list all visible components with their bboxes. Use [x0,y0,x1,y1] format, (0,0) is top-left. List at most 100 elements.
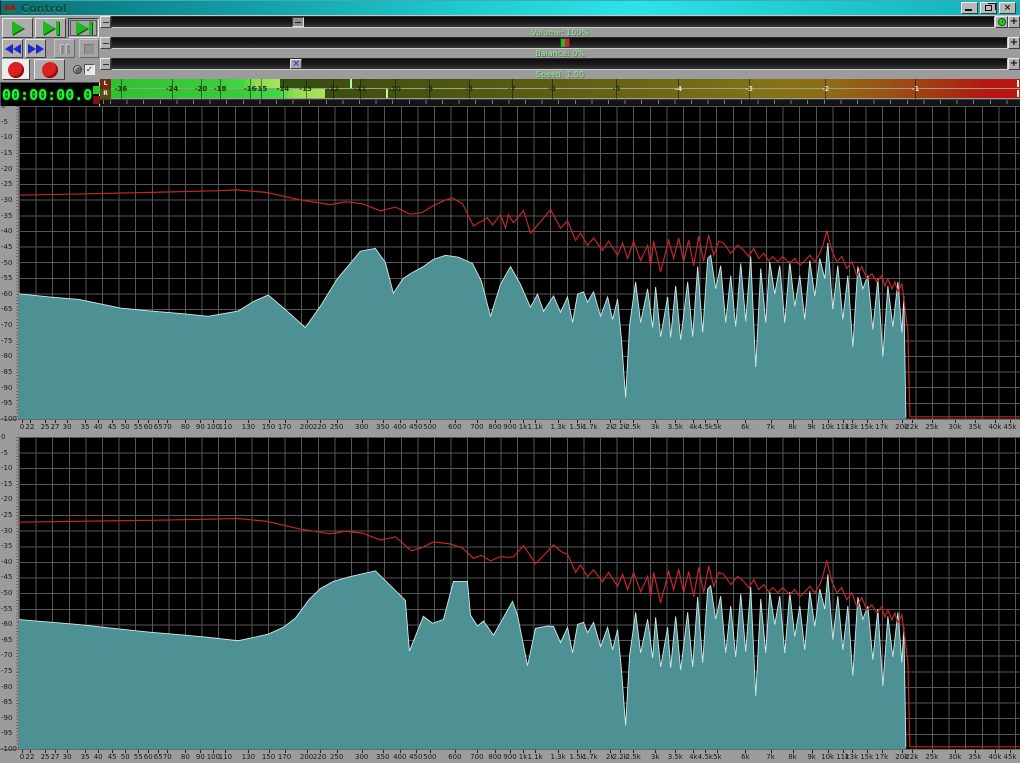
transport-block: ✓ 00:00:00.0 [0,16,104,107]
freq-tick-label: 900 [503,753,517,761]
record-button[interactable] [34,59,65,80]
freq-tick [125,420,127,423]
freq-tick [954,420,956,423]
spectrum-plot [18,437,1020,749]
freq-tick [1009,750,1011,753]
freq-tick-label: 22k [905,423,919,431]
meter-tick-strip [100,99,1020,107]
fast-forward-button[interactable] [25,39,46,58]
monitor-checkbox[interactable]: ✓ [84,63,95,75]
db-tick-label: -95 [1,399,13,408]
freq-tick-label: 600 [448,423,462,431]
freq-tick [284,750,286,753]
freq-tick [30,750,32,753]
freq-tick-label: 8k [788,753,797,761]
freq-tick-label: 350 [376,423,390,431]
freq-tick-label: 600 [448,753,462,761]
freq-tick-label: 17k [875,423,889,431]
freq-tick [158,420,160,423]
balance-slider-thumb[interactable] [559,38,570,48]
freq-tick-label: 500 [423,423,437,431]
stop-icon [84,43,94,54]
meter-left-label: L [100,79,111,89]
play-icon [11,21,24,35]
timecode-value: 00:00:00.0 [2,85,93,104]
freq-tick [693,750,695,753]
timer-button[interactable] [995,16,1008,28]
db-tick-label: -60 [1,620,13,629]
freq-tick-label: 700 [470,423,484,431]
freq-tick [931,750,933,753]
close-button[interactable]: × [999,2,1016,14]
record-arm-button[interactable] [2,59,30,80]
freq-tick [974,420,976,423]
freq-tick [306,420,308,423]
db-tick-label: -70 [1,651,13,660]
freq-tick-label: 30 [62,753,72,761]
volume-slider-thumb[interactable] [291,17,304,27]
slider1-minus-button[interactable] [100,16,111,28]
record-icon [41,61,58,78]
freq-tick-label: 1.5k [569,423,585,431]
restore-button[interactable] [980,2,997,14]
freq-tick-label: 450 [409,753,423,761]
freq-tick [705,750,707,753]
freq-tick [881,750,883,753]
slider1-plus-button[interactable]: + [1008,16,1020,28]
slider2-plus-button[interactable]: + [1008,37,1020,49]
play-to-end-selected-button[interactable] [68,18,99,38]
freq-tick-label: 25 [40,753,50,761]
speed-slider-thumb[interactable]: × [290,59,303,69]
freq-tick-label: 35 [80,753,90,761]
freq-tick [811,420,813,423]
db-tick-label: -5 [1,448,8,457]
freq-tick [901,750,903,753]
freq-tick [112,750,114,753]
freq-tick-label: 20k [895,753,909,761]
freq-tick [1009,420,1011,423]
slider2-minus-button[interactable] [100,37,111,49]
freq-tick-label: 250 [329,423,344,431]
db-tick-label: -40 [1,227,13,236]
volume-slider-track[interactable] [111,16,995,28]
speed-slider-track[interactable]: × [111,58,1008,70]
freq-tick [158,750,160,753]
freq-tick [382,420,384,423]
freq-tick [185,750,187,753]
freq-tick [200,420,202,423]
freq-tick-label: 55 [133,423,143,431]
freq-tick [22,750,23,753]
knob-icon[interactable] [73,64,82,74]
play-to-end-button[interactable] [35,18,66,38]
freq-tick [911,750,913,753]
freq-tick [167,420,169,423]
minus-icon [103,64,109,65]
db-tick-label: -25 [1,180,13,189]
db-tick-label: -65 [1,305,13,314]
freq-tick [125,750,127,753]
db-tick-label: -35 [1,542,13,551]
freq-tick [399,750,401,753]
slider3-plus-button[interactable]: + [1008,58,1020,70]
play-button[interactable] [2,18,33,38]
freq-tick [415,420,417,423]
freq-tick-label: 2.2k [612,753,628,761]
freq-tick-label: 25 [40,423,50,431]
spectrum-right-channel: 0 -5 -10 -15 -20 -25 -30 -35 -40 -45 -50 -55 -60 -65 -… [0,433,1020,763]
freq-tick [185,420,187,423]
rewind-button[interactable] [2,39,23,58]
freq-tick-label: 150 [261,753,276,761]
balance-slider-track[interactable] [111,37,1008,49]
freq-tick [994,420,996,423]
freq-tick [148,750,150,753]
db-tick-label: -75 [1,666,13,675]
freq-tick [45,420,47,423]
minimize-button[interactable] [961,2,978,14]
freq-tick-label: 80 [180,753,190,761]
freq-tick-label: 250 [329,753,344,761]
slider3-minus-button[interactable] [100,58,111,70]
titlebar[interactable]: Control × [0,0,1020,15]
timecode-display: 00:00:00.0 [0,82,104,107]
freq-tick-label: 7k [766,423,775,431]
freq-tick [866,750,868,753]
